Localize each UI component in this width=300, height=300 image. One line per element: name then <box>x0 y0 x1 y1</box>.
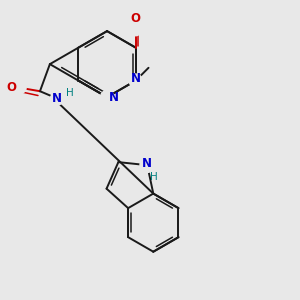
Circle shape <box>50 92 64 105</box>
Text: N: N <box>52 92 62 105</box>
Text: H: H <box>150 172 158 182</box>
Text: O: O <box>7 81 16 94</box>
Text: H: H <box>66 88 74 98</box>
Text: N: N <box>109 91 119 104</box>
Circle shape <box>16 82 26 93</box>
Circle shape <box>130 25 141 36</box>
Text: N: N <box>131 73 141 85</box>
Text: N: N <box>142 157 152 170</box>
Circle shape <box>100 91 114 104</box>
Circle shape <box>129 74 142 87</box>
Circle shape <box>140 158 154 172</box>
Text: O: O <box>131 13 141 26</box>
